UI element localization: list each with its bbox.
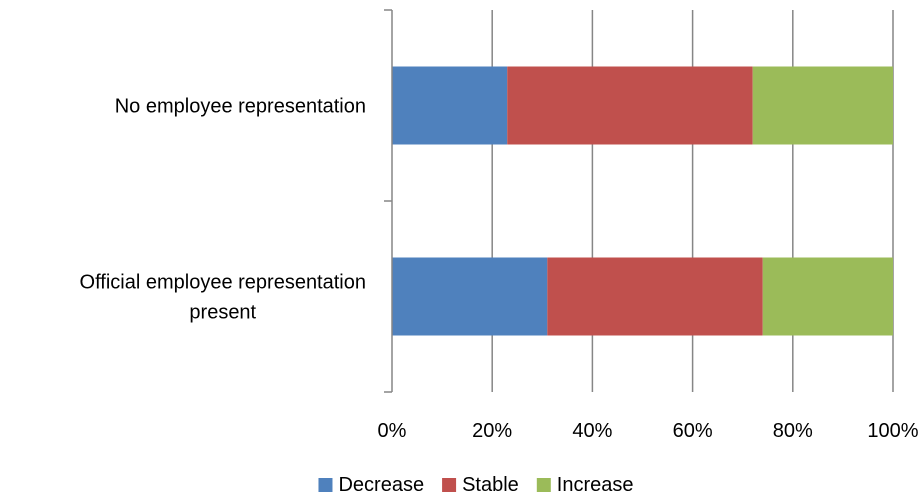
x-tick-labels: 0% 20% 40% 60% 80% 100% xyxy=(378,420,919,442)
bar-segment-stable xyxy=(547,257,763,336)
x-tick-label: 60% xyxy=(673,420,713,442)
category-label: Official employee representation present xyxy=(80,272,366,324)
bar-segment-increase xyxy=(752,66,893,145)
x-tick-label: 100% xyxy=(867,420,918,442)
x-tick-label: 0% xyxy=(378,420,407,442)
legend-swatch xyxy=(442,478,457,492)
legend-item-decrease: Decrease xyxy=(318,474,424,496)
bar-segment-stable xyxy=(507,66,753,145)
legend-item-increase: Increase xyxy=(536,474,634,496)
bar-segment-decrease xyxy=(392,257,548,336)
legend-swatch xyxy=(536,478,551,492)
bar-segment-decrease xyxy=(392,66,508,145)
legend-label: Stable xyxy=(462,474,519,496)
x-tick-label: 40% xyxy=(572,420,612,442)
axes xyxy=(384,9,393,393)
legend-swatch xyxy=(318,478,333,492)
x-tick-label: 80% xyxy=(773,420,813,442)
bars xyxy=(392,66,893,336)
legend-item-stable: Stable xyxy=(442,474,519,496)
bar-segment-increase xyxy=(762,257,893,336)
category-label: No employee representation xyxy=(115,96,366,118)
legend: Decrease Stable Increase xyxy=(318,474,634,496)
legend-label: Increase xyxy=(557,474,634,496)
category-labels: Official employee representation present N… xyxy=(80,96,366,324)
x-tick-label: 20% xyxy=(472,420,512,442)
legend-label: Decrease xyxy=(338,474,424,496)
